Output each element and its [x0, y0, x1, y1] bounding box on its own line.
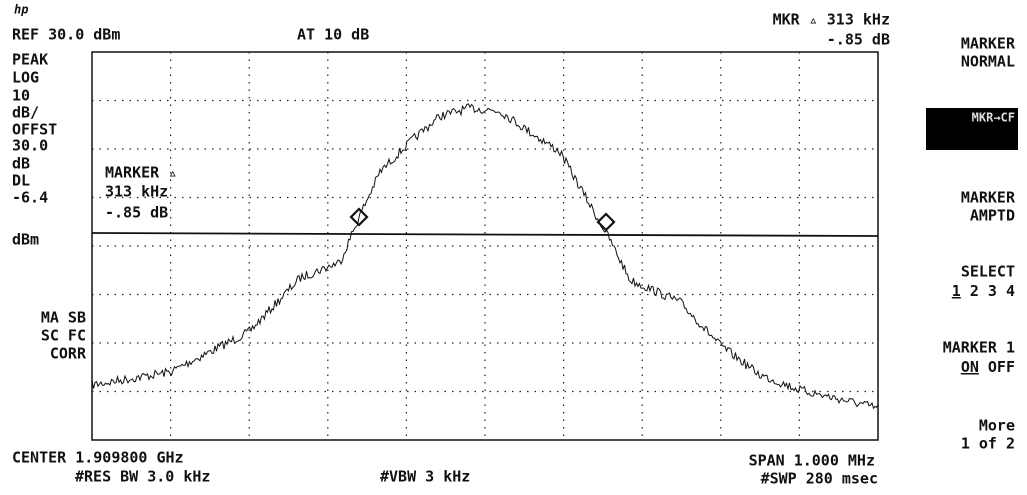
- softkey-label[interactable]: 1 2 3 4: [952, 282, 1015, 300]
- marker-box-text: 313 kHz: [105, 183, 168, 201]
- attenuation: AT 10 dB: [297, 26, 369, 44]
- softkey-label[interactable]: NORMAL: [961, 53, 1015, 71]
- softkey-label[interactable]: ON OFF: [961, 358, 1015, 376]
- softkey-label[interactable]: MKR→CF: [972, 111, 1015, 125]
- side-label: PEAK: [12, 51, 48, 69]
- res-bw: #RES BW 3.0 kHz: [75, 468, 210, 486]
- sweep-time: #SWP 280 msec: [761, 470, 878, 488]
- marker-readout: -.85 dB: [827, 31, 890, 49]
- softkey-selected[interactable]: 1: [952, 282, 961, 300]
- marker: [596, 212, 616, 232]
- side-label: 10: [12, 87, 30, 105]
- logo: hp: [14, 3, 28, 17]
- status-label: SC FC: [41, 327, 86, 345]
- vbw: #VBW 3 kHz: [380, 468, 470, 486]
- softkey-label[interactable]: MARKER: [961, 35, 1016, 53]
- side-label: dBm: [12, 231, 39, 249]
- span: SPAN 1.000 MHz: [749, 452, 875, 470]
- trace: [91, 103, 879, 410]
- marker-box-text: MARKER ▵: [105, 164, 177, 182]
- center-freq: CENTER 1.909800 GHz: [12, 449, 184, 467]
- softkey-label[interactable]: SELECT: [961, 263, 1015, 281]
- softkey-option[interactable]: OFF: [979, 358, 1015, 376]
- marker-box-text: -.85 dB: [105, 204, 168, 222]
- side-label: OFFST: [12, 121, 57, 139]
- side-label: -6.4: [12, 189, 48, 207]
- marker: [349, 207, 369, 227]
- side-label: dB: [12, 155, 30, 173]
- softkey-highlight[interactable]: [926, 108, 1018, 150]
- marker-readout: MKR ▵ 313 kHz: [773, 11, 890, 29]
- softkey-label[interactable]: AMPTD: [970, 207, 1015, 225]
- softkey-label[interactable]: 1 of 2: [961, 435, 1015, 453]
- ref-level: REF 30.0 dBm: [12, 26, 120, 44]
- status-label: MA SB: [41, 309, 86, 327]
- softkey-option[interactable]: 2 3 4: [961, 282, 1015, 300]
- display-line: [91, 232, 879, 237]
- side-label: LOG: [12, 69, 39, 87]
- softkey-label[interactable]: More: [979, 417, 1015, 435]
- softkey-label[interactable]: MARKER 1: [943, 339, 1015, 357]
- side-label: 30.0: [12, 137, 48, 155]
- side-label: dB/: [12, 104, 39, 122]
- softkey-selected[interactable]: ON: [961, 358, 979, 376]
- side-label: DL: [12, 172, 30, 190]
- status-label: CORR: [50, 345, 87, 363]
- graticule: [92, 52, 878, 440]
- softkey-label[interactable]: MARKER: [961, 189, 1016, 207]
